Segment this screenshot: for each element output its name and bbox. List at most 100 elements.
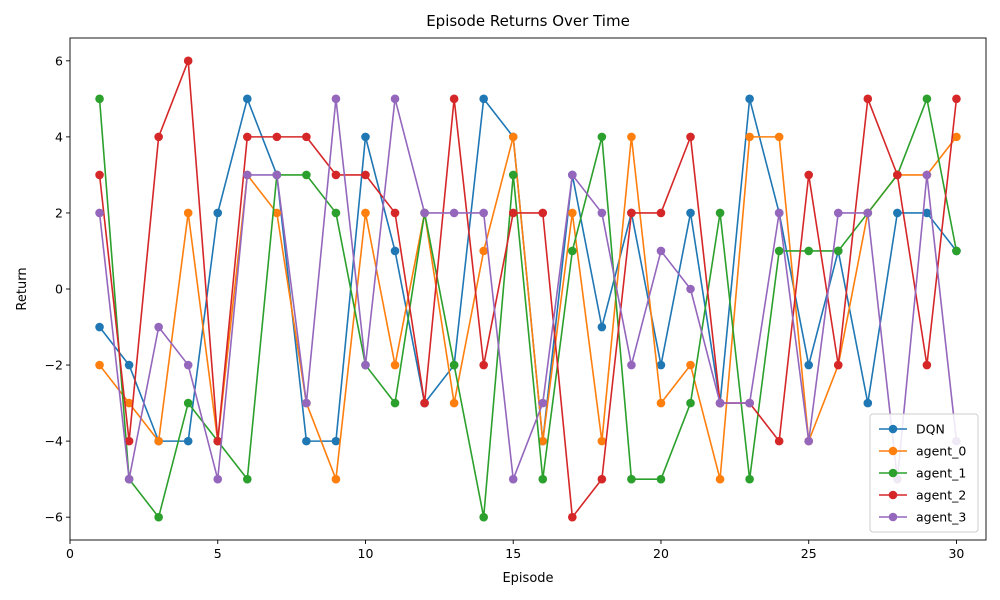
data-point (302, 398, 311, 408)
legend: DQN agent_0 agent_1 agent_2 agent_3 (869, 413, 979, 533)
data-point (479, 208, 488, 218)
data-point (686, 398, 695, 408)
legend-marker (888, 512, 898, 522)
data-point (302, 436, 311, 446)
series-line (98, 98, 958, 480)
legend-label: agent_3 (916, 510, 966, 525)
x-tick-label: 5 (214, 546, 222, 561)
legend-box (869, 413, 979, 533)
axes: 0 5 10 15 20 25 30 −6 −4 −2 0 2 4 6 (45, 37, 987, 561)
legend-marker (888, 446, 898, 456)
data-point (390, 246, 400, 256)
data-point (774, 132, 784, 142)
data-point (420, 208, 429, 218)
data-point (183, 436, 193, 446)
x-tick-label: 10 (358, 546, 374, 561)
data-point (597, 436, 607, 446)
data-point (656, 360, 666, 370)
data-point (242, 132, 252, 142)
data-point (420, 398, 429, 408)
data-point (863, 208, 873, 218)
legend-marker (888, 468, 898, 478)
data-point (597, 474, 607, 484)
x-tick-label: 20 (653, 546, 669, 561)
data-point (952, 132, 961, 142)
data-point (272, 132, 282, 142)
data-point (774, 436, 784, 446)
data-point (804, 436, 814, 446)
data-point (745, 398, 754, 408)
series-layer (95, 56, 961, 522)
x-tick-label: 0 (66, 546, 74, 561)
x-tick-label: 15 (505, 546, 521, 561)
data-point (597, 208, 607, 218)
data-point (272, 170, 282, 180)
series-line (98, 60, 958, 518)
data-point (774, 246, 784, 256)
data-point (95, 208, 104, 218)
data-point (597, 132, 607, 142)
data-point (774, 208, 784, 218)
data-point (656, 474, 666, 484)
data-point (302, 170, 311, 180)
data-point (568, 170, 577, 180)
data-point (508, 208, 518, 218)
x-axis-label: Episode (502, 571, 553, 586)
data-point (479, 512, 488, 522)
data-point (893, 208, 902, 218)
y-tick-label: 4 (55, 129, 63, 144)
series-agent_1 (95, 94, 961, 522)
data-point (449, 360, 459, 370)
y-tick-label: −6 (45, 510, 63, 525)
legend-item-agent_1: agent_1 (879, 466, 966, 481)
data-point (833, 208, 843, 218)
data-point (361, 360, 370, 370)
data-point (95, 322, 104, 332)
data-point (242, 170, 252, 180)
data-point (656, 398, 666, 408)
data-point (863, 94, 873, 104)
data-point (361, 170, 370, 180)
data-point (715, 398, 725, 408)
data-point (479, 94, 488, 104)
data-point (508, 170, 518, 180)
data-point (804, 360, 814, 370)
data-point (390, 94, 400, 104)
data-point (154, 132, 163, 142)
data-point (95, 360, 104, 370)
x-tick-label: 30 (948, 546, 964, 561)
data-point (449, 208, 459, 218)
data-point (686, 132, 695, 142)
x-tick-label: 25 (801, 546, 817, 561)
data-point (686, 360, 695, 370)
y-tick-label: 6 (55, 53, 63, 68)
data-point (715, 474, 725, 484)
data-point (627, 474, 636, 484)
data-point (302, 132, 311, 142)
data-point (952, 94, 961, 104)
data-point (922, 170, 932, 180)
legend-marker (888, 424, 898, 434)
data-point (183, 398, 193, 408)
data-point (627, 360, 636, 370)
data-point (361, 208, 370, 218)
data-point (656, 246, 666, 256)
data-point (479, 246, 488, 256)
legend-item-DQN: DQN (879, 422, 945, 437)
data-point (479, 360, 488, 370)
legend-label: agent_1 (916, 466, 966, 481)
data-point (922, 360, 932, 370)
data-point (686, 284, 695, 294)
data-point (124, 436, 134, 446)
data-point (331, 474, 341, 484)
data-point (154, 512, 163, 522)
data-point (656, 208, 666, 218)
data-point (331, 436, 341, 446)
data-point (183, 208, 193, 218)
series-agent_2 (95, 56, 961, 522)
data-point (331, 94, 341, 104)
data-point (242, 94, 252, 104)
legend-label: agent_0 (916, 444, 966, 459)
data-point (390, 398, 400, 408)
